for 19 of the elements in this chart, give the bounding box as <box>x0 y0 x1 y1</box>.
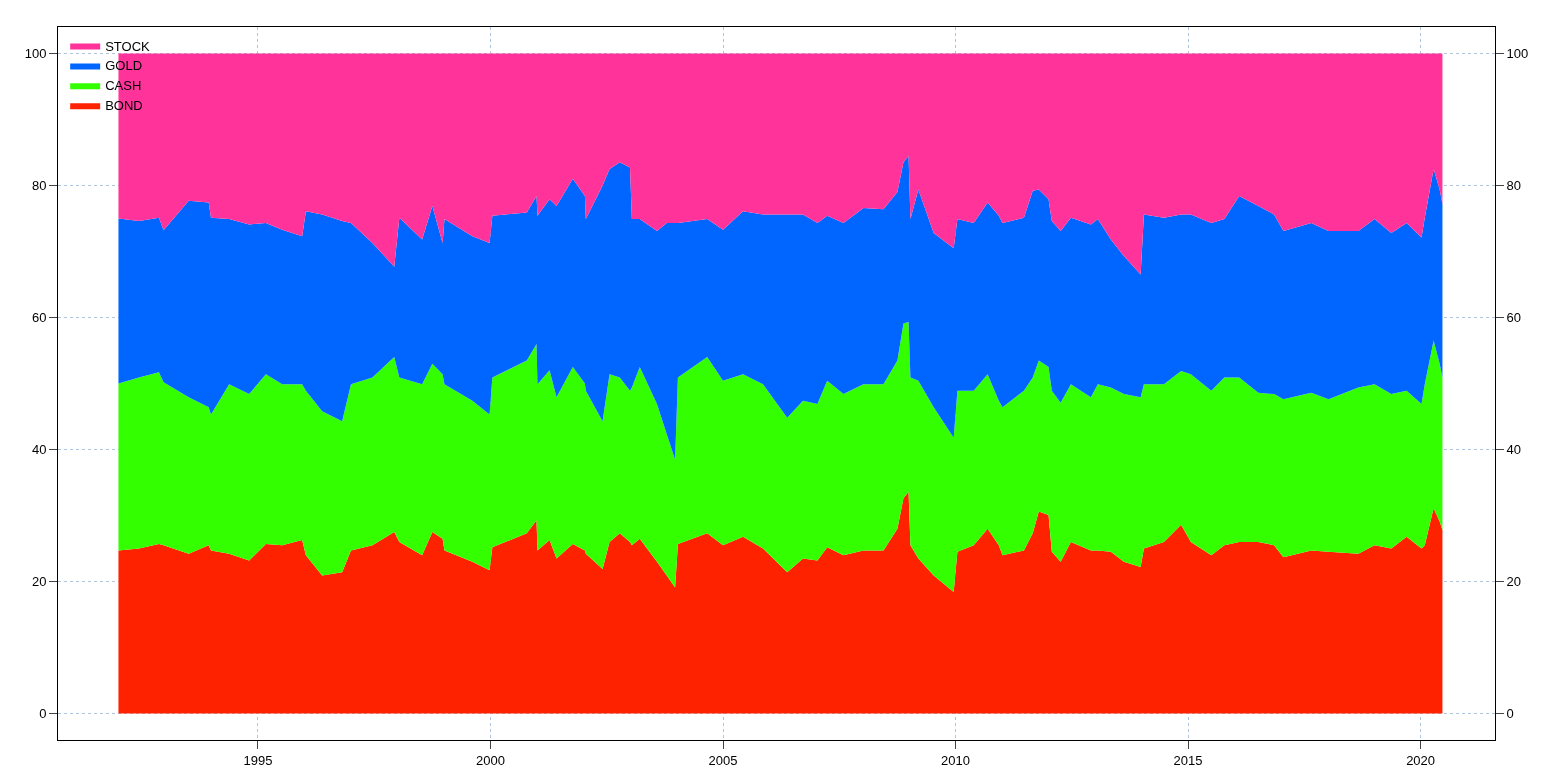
y-tick-label: 100 <box>24 45 47 61</box>
x-tick-label: 2005 <box>708 752 738 768</box>
y-tick-label: 80 <box>31 177 47 193</box>
x-tick-label: 2020 <box>1406 752 1436 768</box>
y-tick-label: 60 <box>31 310 47 326</box>
legend-label: STOCK <box>105 38 151 54</box>
y-tick-label: 40 <box>31 442 47 458</box>
x-tick-label: 2010 <box>941 752 970 768</box>
y-tick-label: 20 <box>31 574 47 590</box>
x-tick-label: 2015 <box>1173 752 1203 768</box>
y2-tick-label: 20 <box>1506 574 1522 590</box>
y2-tick-label: 80 <box>1506 177 1522 193</box>
y2-tick-label: 0 <box>1506 706 1514 722</box>
y2-tick-label: 60 <box>1506 310 1522 326</box>
y2-tick-label: 40 <box>1506 442 1522 458</box>
y2-tick-label: 100 <box>1506 45 1529 61</box>
x-tick-label: 1995 <box>243 752 273 768</box>
x-tick-label: 2000 <box>476 752 505 768</box>
y-tick-label: 0 <box>39 706 47 722</box>
